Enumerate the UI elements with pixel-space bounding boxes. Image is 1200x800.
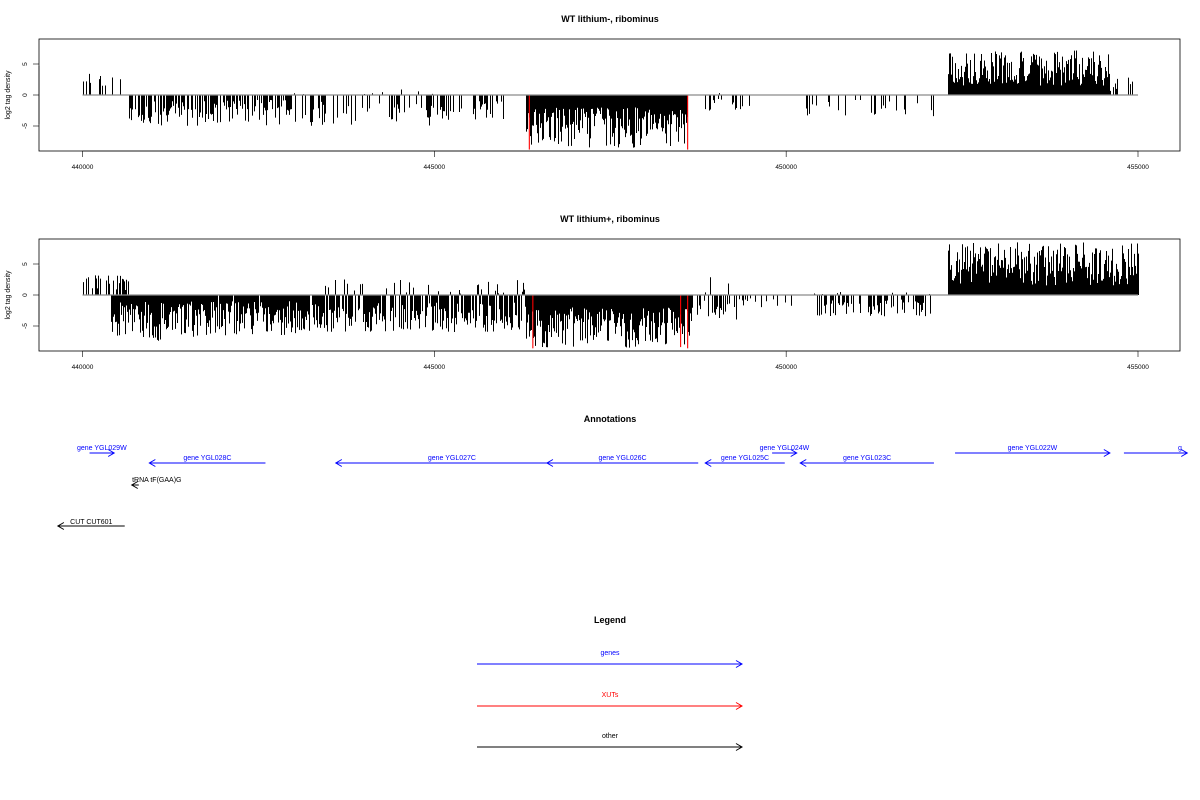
feature-label: gene YGL029W <box>77 445 127 452</box>
feature-label: gene YGL028C <box>183 455 231 462</box>
xut-spikes <box>528 95 689 150</box>
panel-title: WT lithium+, ribominus <box>560 214 660 224</box>
feature-label: gene YGL023C <box>843 455 891 462</box>
y-tick-label: -5 <box>22 323 29 329</box>
feature-arrow: gene YGL025C <box>704 455 785 467</box>
y-axis: -5 0 5 <box>22 262 40 329</box>
y-axis: -5 0 5 <box>22 62 40 129</box>
legend-items: genes XUTs other <box>477 650 743 751</box>
legend-label: other <box>602 733 619 740</box>
feature-arrow: gene YGL024W <box>760 445 810 457</box>
annotation-features: gene YGL029W gene YGL028C gene YGL027C gene… <box>56 445 1189 530</box>
feature-arrow: gene YGL023C <box>799 455 934 467</box>
y-tick-label: 5 <box>22 262 29 266</box>
legend-item: other <box>477 733 743 751</box>
feature-label: gene YGL022W <box>1008 445 1058 452</box>
y-tick-label: -5 <box>22 123 29 129</box>
y-tick-label: 5 <box>22 62 29 66</box>
x-tick-label: 445000 <box>423 164 445 171</box>
y-axis-label: log2 tag density <box>5 270 12 320</box>
xut-spikes <box>532 295 689 349</box>
feature-arrow: gene YGL027C <box>334 455 569 467</box>
panel-lithium-minus: WT lithium-, ribominus 440000 445000 450… <box>5 14 1181 171</box>
panel-lithium-plus: WT lithium+, ribominus 440000 445000 450… <box>5 214 1181 371</box>
bars <box>83 50 1133 148</box>
legend-label: genes <box>600 650 620 657</box>
feature-arrow: g <box>1123 445 1189 457</box>
legend: Legend genes XUTs other <box>477 615 743 751</box>
x-tick-label: 450000 <box>775 164 797 171</box>
feature-label: g <box>1178 445 1182 452</box>
legend-item: XUTs <box>477 692 743 710</box>
feature-label: gene YGL027C <box>428 455 476 462</box>
feature-label: gene YGL025C <box>721 455 769 462</box>
feature-label: gene YGL024W <box>760 445 810 452</box>
feature-arrow: gene YGL026C <box>545 455 699 467</box>
panel-title: WT lithium-, ribominus <box>561 14 659 24</box>
x-axis: 440000 445000 450000 455000 <box>72 350 1149 371</box>
legend-label: XUTs <box>602 692 619 699</box>
x-tick-label: 440000 <box>72 164 94 171</box>
x-tick-label: 450000 <box>775 364 797 371</box>
feature-arrow: tRNA tF(GAA)G <box>130 477 181 489</box>
x-tick-label: 455000 <box>1127 364 1149 371</box>
y-tick-label: 0 <box>22 293 29 297</box>
bars <box>83 242 1139 348</box>
x-axis: 440000 445000 450000 455000 <box>72 150 1149 171</box>
y-axis-label: log2 tag density <box>5 70 12 120</box>
annotations-title: Annotations <box>584 414 637 424</box>
feature-arrow: gene YGL022W <box>955 445 1111 457</box>
legend-title: Legend <box>594 615 626 625</box>
x-tick-label: 440000 <box>72 364 94 371</box>
x-tick-label: 455000 <box>1127 164 1149 171</box>
y-tick-label: 0 <box>22 93 29 97</box>
feature-arrow: gene YGL029W <box>77 445 127 457</box>
legend-item: genes <box>477 650 743 668</box>
feature-label: tRNA tF(GAA)G <box>132 477 181 484</box>
feature-arrow: CUT CUT601 <box>56 519 125 530</box>
feature-arrow: gene YGL028C <box>148 455 266 467</box>
x-tick-label: 445000 <box>423 364 445 371</box>
feature-label: CUT CUT601 <box>70 519 112 526</box>
feature-label: gene YGL026C <box>598 455 646 462</box>
